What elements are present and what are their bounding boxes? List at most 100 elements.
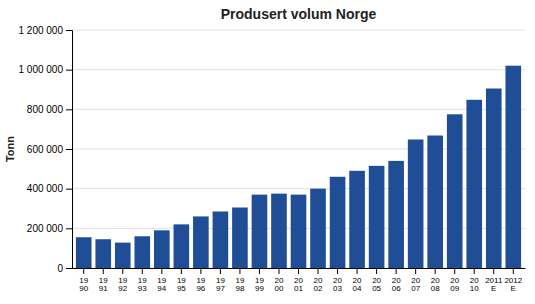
tick-label-line: 19 xyxy=(157,276,166,285)
grid-line xyxy=(72,69,525,70)
tick-label-line: 20 xyxy=(372,276,381,285)
tick-label-line: 05 xyxy=(372,284,381,293)
tick-label-line: 03 xyxy=(333,284,342,293)
tick: 1999 xyxy=(255,268,264,293)
tick-label: 2003 xyxy=(333,276,342,294)
tick-label-line: 19 xyxy=(255,276,264,285)
tick-label-line: 04 xyxy=(353,284,362,293)
tick-mark xyxy=(181,268,182,274)
bar xyxy=(174,224,190,268)
tick-label-line: 91 xyxy=(99,284,108,293)
bar xyxy=(193,216,209,268)
bar xyxy=(95,239,111,268)
tick-mark xyxy=(66,30,72,31)
tick-label: 2009 xyxy=(450,276,459,294)
tick-label: 600 000 xyxy=(27,144,64,155)
tick-mark xyxy=(513,268,514,274)
tick-label: 1 200 000 xyxy=(19,25,64,36)
tick-label: 1995 xyxy=(177,276,186,294)
bar xyxy=(408,139,424,268)
tick-label: 1992 xyxy=(118,276,127,294)
bar xyxy=(252,195,268,268)
tick-mark xyxy=(278,268,279,274)
chart: 0200 000400 000600 000800 0001 000 0001 … xyxy=(0,0,535,304)
tick-mark xyxy=(474,268,475,274)
tick-label-line: 20 xyxy=(431,276,440,285)
tick-mark xyxy=(122,268,123,274)
tick-label-line: 07 xyxy=(411,284,420,293)
tick: 2010 xyxy=(470,268,479,293)
tick-label-line: 19 xyxy=(99,276,108,285)
tick-label: 1997 xyxy=(216,276,225,294)
tick-label: 2008 xyxy=(431,276,440,294)
tick: 2005 xyxy=(372,268,381,293)
tick-label-line: 02 xyxy=(314,284,323,293)
tick-mark xyxy=(259,268,260,274)
x-axis: 1990199119921993199419951996199719981999… xyxy=(73,268,526,293)
tick: 2012E xyxy=(504,268,522,293)
tick-label: 2002 xyxy=(314,276,323,294)
tick-mark xyxy=(83,268,84,274)
tick-label-line: 10 xyxy=(470,284,479,293)
tick-label-line: 00 xyxy=(275,284,284,293)
tick-mark xyxy=(376,268,377,274)
grid-line xyxy=(72,30,525,31)
tick-label-line: 20 xyxy=(470,276,479,285)
tick: 1995 xyxy=(177,268,186,293)
bar xyxy=(271,194,287,268)
tick-label: 1996 xyxy=(196,276,205,294)
tick-label: 2001 xyxy=(294,276,303,294)
tick: 1992 xyxy=(118,268,127,293)
tick-label: 2010 xyxy=(470,276,479,294)
tick-label-line: 06 xyxy=(392,284,401,293)
tick: 1996 xyxy=(196,268,205,293)
tick-label: 2000 xyxy=(275,276,284,294)
bar xyxy=(291,195,307,268)
bar xyxy=(466,100,482,268)
bar xyxy=(330,177,346,268)
tick: 2009 xyxy=(450,268,459,293)
tick-label-line: 20 xyxy=(314,276,323,285)
tick: 2001 xyxy=(294,268,303,293)
tick-label: 2005 xyxy=(372,276,381,294)
tick-label-line: 98 xyxy=(235,284,244,293)
tick: 1994 xyxy=(157,268,166,293)
tick-label-line: 20 xyxy=(333,276,342,285)
tick-mark xyxy=(435,268,436,274)
tick-label-line: 01 xyxy=(294,284,303,293)
tick: 1990 xyxy=(79,268,88,293)
tick-mark xyxy=(66,149,72,150)
grid-line xyxy=(72,109,525,110)
tick-label-line: E xyxy=(491,284,496,293)
tick-mark xyxy=(103,268,104,274)
tick: 2006 xyxy=(392,268,401,293)
bar xyxy=(486,89,502,268)
tick-mark xyxy=(200,268,201,274)
bar xyxy=(115,243,131,268)
tick-label-line: 90 xyxy=(79,284,88,293)
tick: 1 200 000 xyxy=(19,25,73,36)
tick-label-line: 19 xyxy=(177,276,186,285)
tick-label: 200 000 xyxy=(27,223,64,234)
tick-label-line: 93 xyxy=(138,284,147,293)
tick-label: 1990 xyxy=(79,276,88,294)
tick-label: 2012E xyxy=(504,276,522,294)
tick: 1 000 000 xyxy=(19,64,73,75)
tick-label-line: 99 xyxy=(255,284,264,293)
tick-label-line: 20 xyxy=(450,276,459,285)
bar xyxy=(388,161,404,268)
tick-mark xyxy=(66,189,72,190)
bar xyxy=(76,237,92,268)
bar xyxy=(213,211,229,268)
tick-label-line: E xyxy=(511,284,516,293)
tick-label-line: 92 xyxy=(118,284,127,293)
tick-label-line: 19 xyxy=(196,276,205,285)
y-axis-title: Tonn xyxy=(4,136,16,162)
tick-mark xyxy=(66,109,72,110)
y-axis: 0200 000400 000600 000800 0001 000 0001 … xyxy=(19,25,73,274)
tick-label-line: 2011 xyxy=(485,276,503,285)
tick-label: 1993 xyxy=(138,276,147,294)
bar xyxy=(134,236,150,268)
tick-label-line: 19 xyxy=(235,276,244,285)
tick-label-line: 2012 xyxy=(504,276,522,285)
